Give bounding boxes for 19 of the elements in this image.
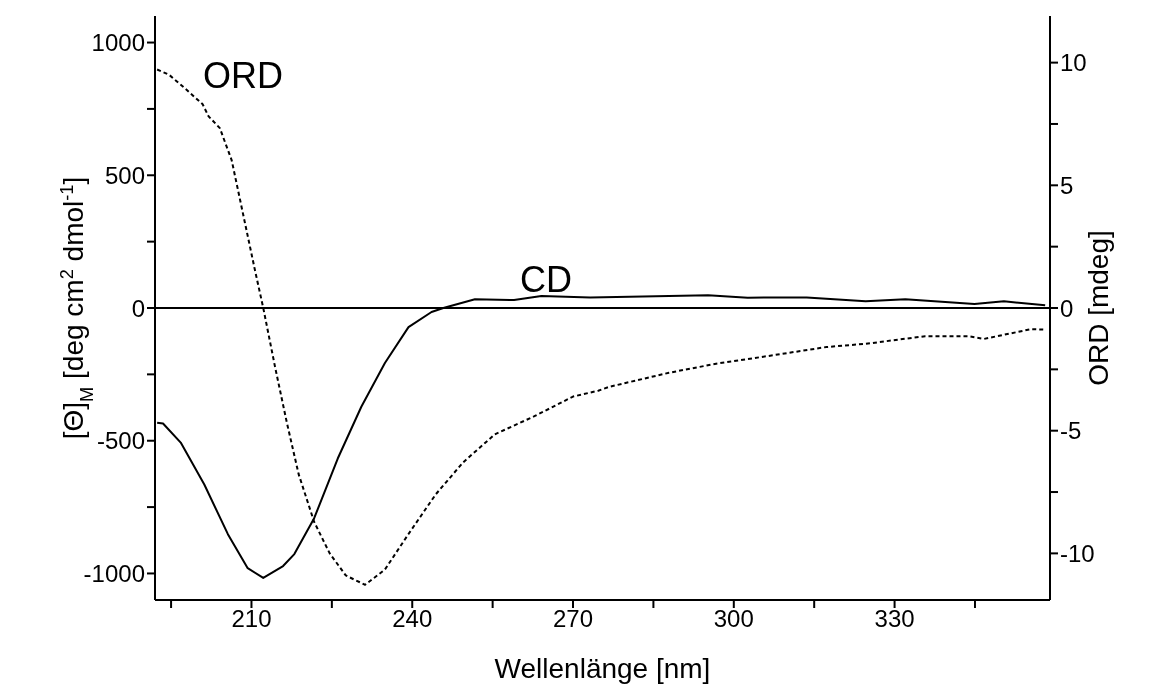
x-tick-label: 300 bbox=[713, 605, 754, 633]
y2-tick-label: -5 bbox=[1060, 417, 1082, 445]
y-tick-label: 0 bbox=[131, 294, 145, 322]
y2-tick-label: 5 bbox=[1060, 171, 1074, 199]
x-tick-label: 240 bbox=[392, 605, 433, 633]
y2-tick-label: -10 bbox=[1060, 539, 1095, 567]
x-axis-title: Wellenlänge [nm] bbox=[494, 653, 711, 684]
annotation: CD bbox=[520, 259, 572, 300]
y-tick-label: -1000 bbox=[83, 559, 145, 587]
y2-tick-label: 0 bbox=[1060, 294, 1074, 322]
y2-axis-title: ORD [mdeg] bbox=[1083, 230, 1114, 386]
y-tick-label: 500 bbox=[104, 161, 145, 189]
y-tick-label: 1000 bbox=[91, 29, 145, 57]
x-tick-label: 270 bbox=[553, 605, 594, 633]
x-tick-label: 210 bbox=[231, 605, 272, 633]
y-tick-label: -500 bbox=[96, 427, 145, 455]
x-tick-label: 330 bbox=[874, 605, 915, 633]
y2-tick-label: 10 bbox=[1060, 49, 1087, 77]
annotation: ORD bbox=[203, 55, 283, 96]
